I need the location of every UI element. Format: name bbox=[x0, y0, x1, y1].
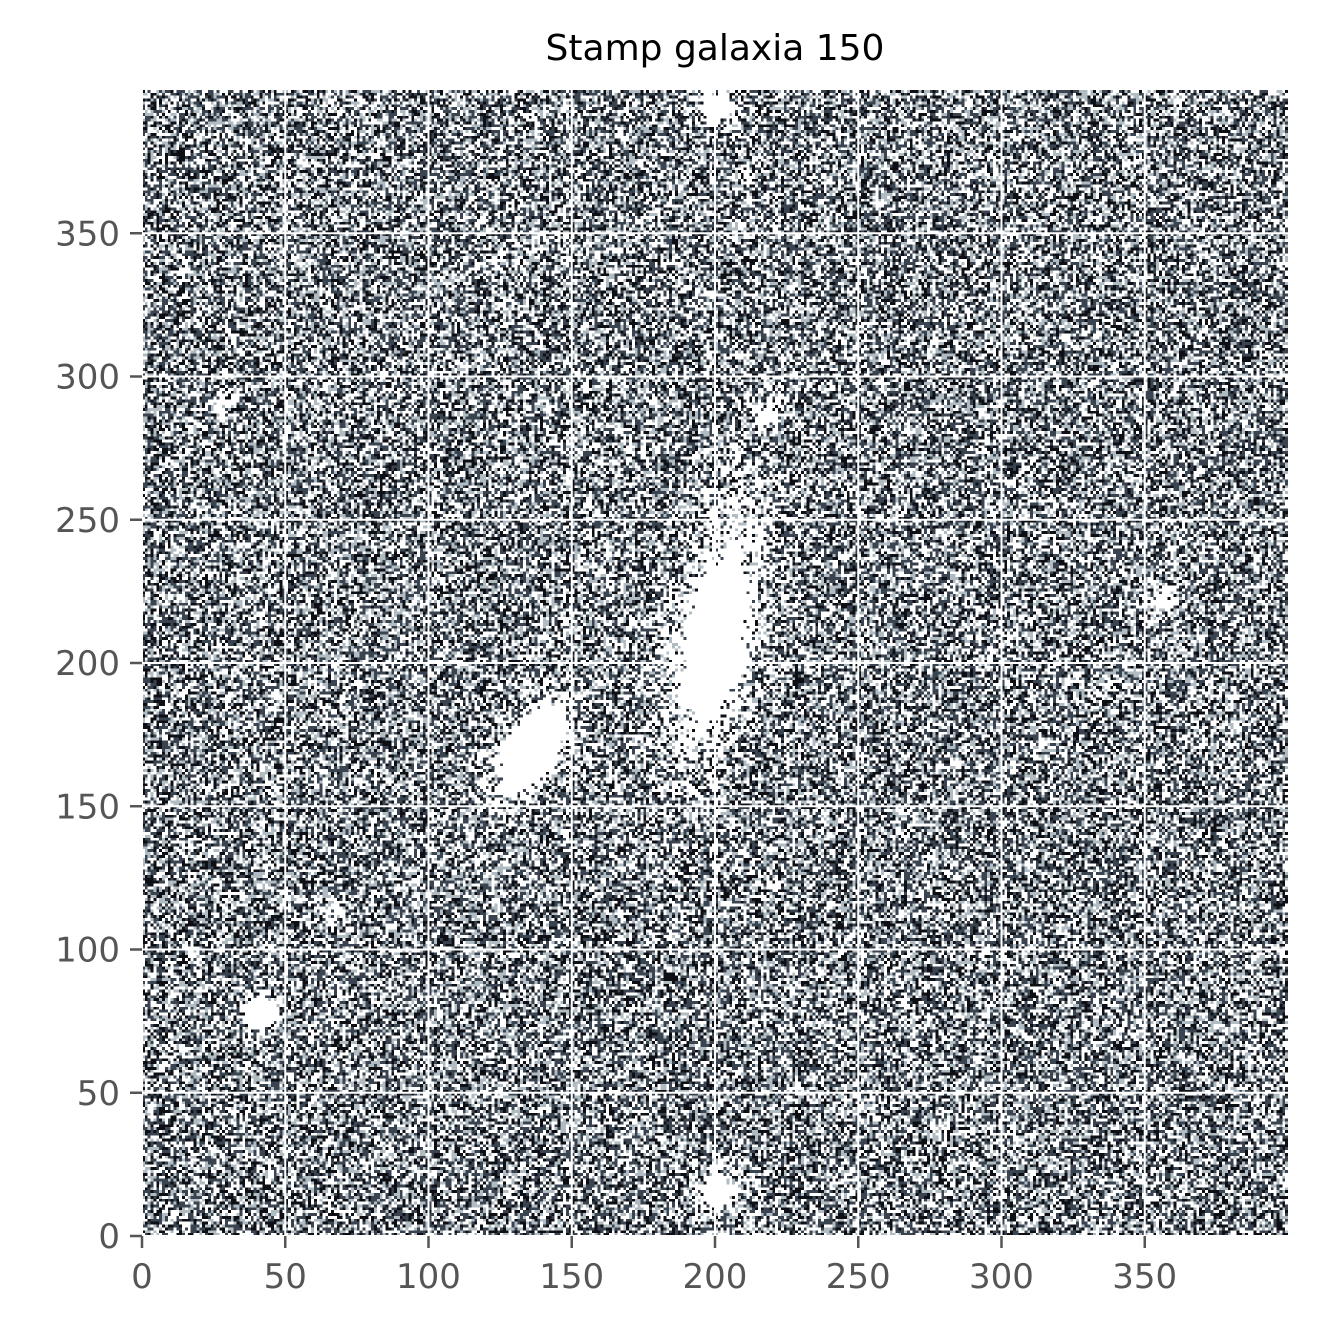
x-tick-label: 350 bbox=[1112, 1257, 1177, 1297]
x-tick-label: 300 bbox=[969, 1257, 1034, 1297]
x-tick-label: 100 bbox=[396, 1257, 461, 1297]
y-tick-label: 300 bbox=[55, 358, 120, 398]
y-tick-label: 100 bbox=[55, 931, 120, 971]
chart-title: Stamp galaxia 150 bbox=[546, 28, 885, 69]
x-tick-label: 200 bbox=[683, 1257, 748, 1297]
y-tick-label: 0 bbox=[98, 1217, 120, 1257]
x-tick-label: 50 bbox=[264, 1257, 307, 1297]
x-tick-label: 250 bbox=[826, 1257, 891, 1297]
x-tick-label: 0 bbox=[131, 1257, 153, 1297]
grid-lines bbox=[142, 90, 1288, 1236]
x-tick-label: 150 bbox=[539, 1257, 604, 1297]
y-axis: 0 50 100 150 200 250 300 350 bbox=[55, 214, 142, 1257]
y-tick-label: 350 bbox=[55, 214, 120, 254]
y-tick-label: 200 bbox=[55, 644, 120, 684]
y-tick-label: 50 bbox=[77, 1074, 120, 1114]
x-axis: 0 50 100 150 200 250 300 350 bbox=[131, 1236, 1177, 1297]
y-tick-label: 250 bbox=[55, 501, 120, 541]
y-tick-label: 150 bbox=[55, 787, 120, 827]
